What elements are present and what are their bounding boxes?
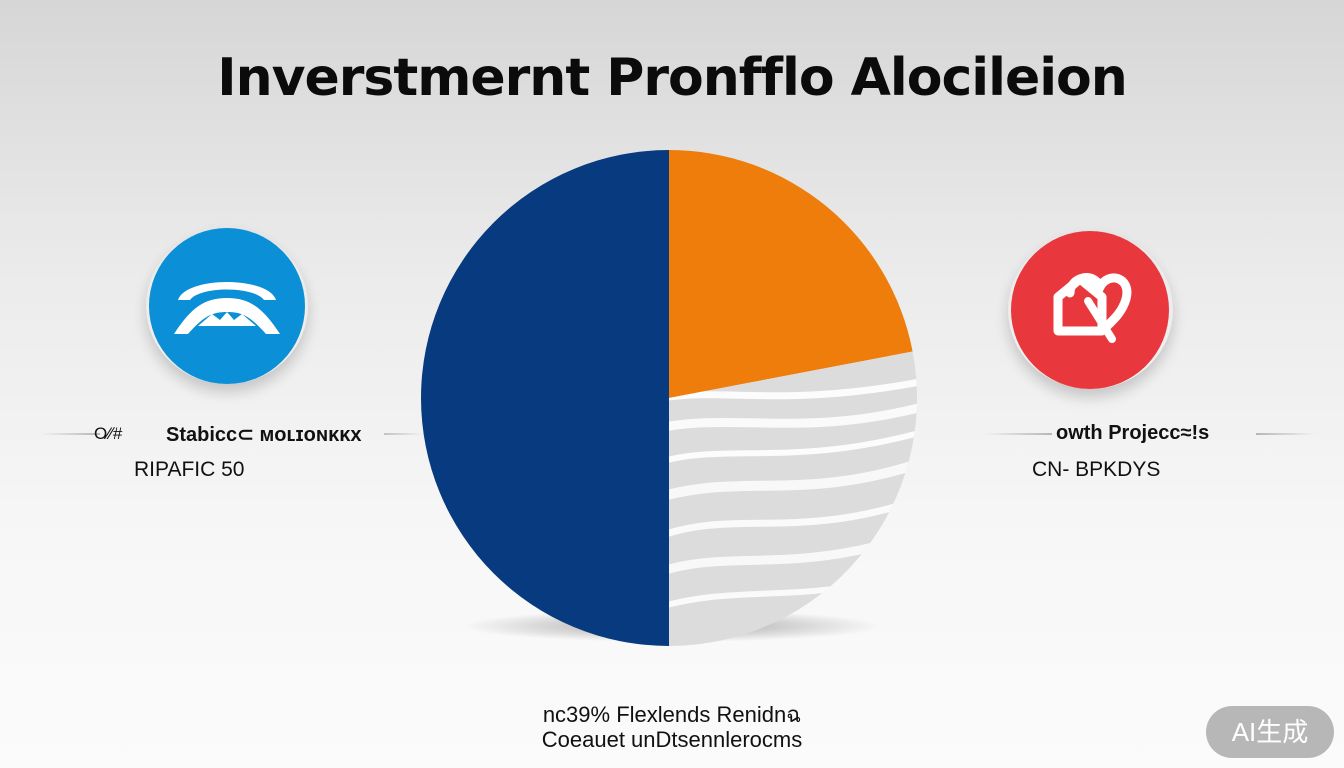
stability-icon-circle xyxy=(146,228,308,384)
right-rule xyxy=(984,433,1052,435)
left-rule-end xyxy=(384,433,424,435)
pie-slice-1 xyxy=(421,150,669,646)
right-rule-end xyxy=(1256,433,1316,435)
chart-title: Inverstmernt Pronfflo Alocileion xyxy=(217,48,1128,108)
left-label-prefix: O⁄∕# xyxy=(94,424,123,443)
left-rule xyxy=(40,433,100,435)
right-label: owth Projecc≈!s xyxy=(1056,422,1210,444)
left-label: Stabicc⊂ ᴍᴏʟɪᴏɴᴋᴋx xyxy=(166,424,362,446)
right-sublabel: CN- BPKDYS xyxy=(1032,458,1161,481)
growth-icon-circle xyxy=(1008,231,1173,389)
footer-line-1: nc39% Flexlends Renidnฉ xyxy=(542,702,802,727)
left-sublabel: RIPAFIC 50 xyxy=(134,458,245,481)
growth-house-icon xyxy=(1011,231,1169,389)
footer-line-2: Coeauet unDtsennlerocms xyxy=(541,727,803,752)
ai-watermark: AI生成 xyxy=(1206,706,1334,758)
arch-icon xyxy=(149,228,305,384)
pie-slice-2 xyxy=(669,150,913,398)
